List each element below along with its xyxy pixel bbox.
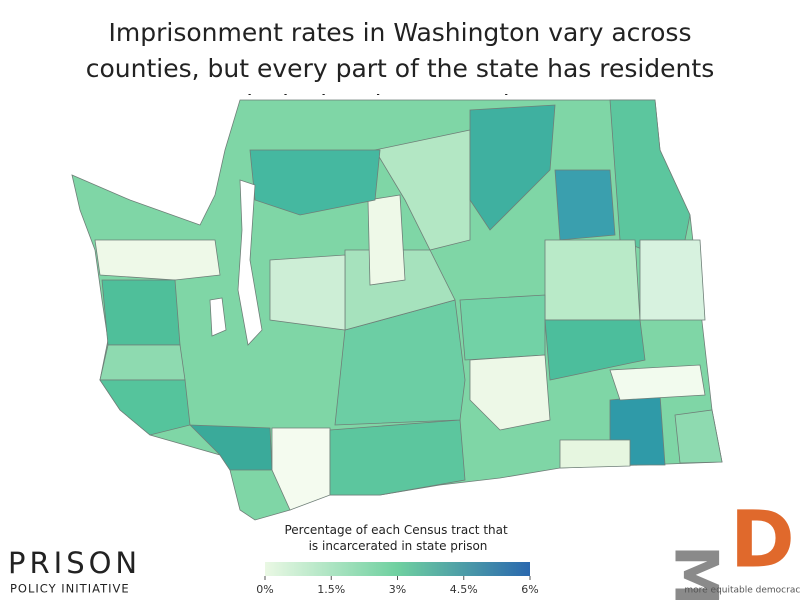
- legend-title-line: Percentage of each Census tract that: [284, 523, 508, 537]
- county: [469, 104, 556, 231]
- county: [94, 239, 221, 281]
- county: [469, 354, 551, 431]
- title: Imprisonment rates in Washington vary ac…: [85, 18, 715, 95]
- county: [544, 319, 646, 381]
- county: [271, 427, 331, 511]
- logo-tagline: more equitable democracy: [684, 586, 800, 596]
- legend-tick-label: 3%: [389, 583, 406, 596]
- logo-letter: D: [730, 495, 795, 585]
- county: [609, 364, 706, 401]
- legend-tick-label: 4.5%: [450, 583, 478, 596]
- county: [459, 294, 546, 361]
- county: [237, 179, 263, 346]
- county: [674, 409, 723, 464]
- county: [374, 129, 471, 251]
- county: [367, 194, 406, 286]
- color-bar: [265, 562, 530, 576]
- legend-tick-label: 0%: [256, 583, 273, 596]
- legend-title-line: is incarcerated in state prison: [309, 539, 488, 553]
- county: [101, 279, 181, 346]
- logo-letters: ME: [660, 545, 730, 600]
- legend-tick-label: 6%: [521, 583, 538, 596]
- county: [188, 424, 273, 471]
- logo-name: PRISON: [8, 546, 141, 580]
- title-box: Imprisonment rates in Washington vary ac…: [85, 18, 715, 95]
- logo-left: PRISON POLICY INITIATIVE: [8, 546, 141, 596]
- legend: Percentage of each Census tract that is …: [265, 523, 530, 576]
- county: [99, 344, 186, 381]
- county: [209, 297, 227, 337]
- county: [269, 254, 346, 331]
- logo-right: ME D more equitable democracy: [660, 495, 800, 604]
- county: [559, 439, 631, 469]
- legend-tick-label: 1.5%: [317, 583, 345, 596]
- county: [329, 419, 466, 496]
- county: [99, 379, 191, 436]
- legend-title: Percentage of each Census tract that is …: [284, 523, 511, 553]
- logo-subtitle: POLICY INITIATIVE: [10, 582, 130, 596]
- county: [554, 169, 616, 241]
- county: [639, 239, 706, 321]
- map: [71, 99, 723, 521]
- county: [544, 239, 641, 321]
